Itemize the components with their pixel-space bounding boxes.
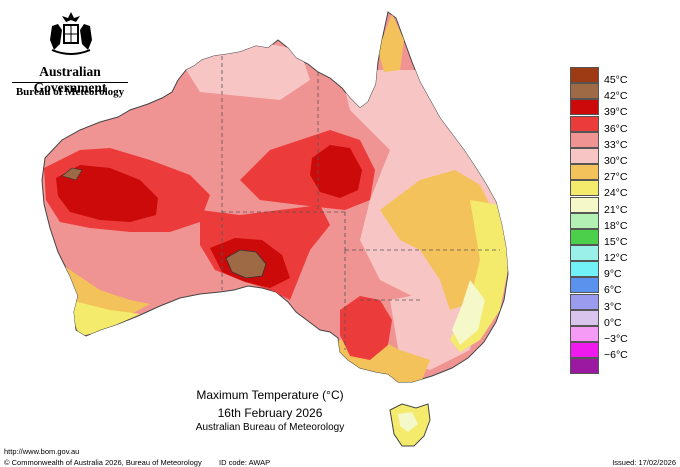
legend-label: 6°C <box>604 284 622 297</box>
legend-swatch <box>570 245 599 262</box>
legend-label: 18°C <box>604 219 628 232</box>
legend-label: 0°C <box>604 316 622 329</box>
legend-label: 39°C <box>604 106 628 119</box>
legend-swatch <box>570 164 599 181</box>
zone-36-vic <box>340 296 392 360</box>
legend-label: 27°C <box>604 171 628 184</box>
legend-swatch <box>570 99 599 116</box>
legend-swatch <box>570 196 599 213</box>
map-credit: Australian Bureau of Meteorology <box>195 422 345 433</box>
zone-27-wa-coast <box>42 250 150 330</box>
legend-swatch <box>570 67 599 83</box>
legend-label: 9°C <box>604 268 622 281</box>
legend-label: 15°C <box>604 235 628 248</box>
legend-label: 21°C <box>604 203 628 216</box>
legend-swatch <box>570 342 599 359</box>
legend-label: 12°C <box>604 252 628 265</box>
tasmania-highlands <box>398 412 418 432</box>
website-link[interactable]: http://www.bom.gov.au <box>4 447 80 456</box>
legend-swatch <box>570 147 599 164</box>
legend-label: 33°C <box>604 138 628 151</box>
legend-swatch <box>570 212 599 229</box>
legend-label: 42°C <box>604 90 628 103</box>
legend-swatch <box>570 293 599 310</box>
zone-42-wa <box>61 167 83 181</box>
legend-label: −3°C <box>604 333 628 345</box>
legend-swatch <box>570 358 599 375</box>
government-name: Australian Government <box>33 64 107 95</box>
legend-swatch <box>570 309 599 326</box>
zone-27-cape-york <box>378 14 404 72</box>
zone-21-highlands <box>452 280 485 345</box>
logo-divider <box>12 82 128 83</box>
nt-qld-heat-core <box>310 145 362 198</box>
legend-swatch <box>570 326 599 342</box>
copyright-text: © Commonwealth of Australia 2026, Bureau… <box>4 458 202 467</box>
zone-27-qld-coast <box>380 170 500 310</box>
id-code: ID code: AWAP <box>219 458 271 467</box>
legend-label: 45°C <box>604 74 628 86</box>
legend-label: 24°C <box>604 187 628 200</box>
map-date: 16th February 2026 <box>217 406 323 420</box>
zone-30-top-end <box>180 40 310 100</box>
coat-of-arms-icon <box>50 12 92 55</box>
state-borders <box>221 56 500 350</box>
legend-swatch <box>570 83 599 100</box>
issued-date: Issued: 17/02/2026 <box>612 458 676 467</box>
wa-north-heat-core <box>56 165 158 222</box>
legend-label: 30°C <box>604 154 628 167</box>
legend-swatch <box>570 228 599 245</box>
sa-heat-core <box>225 249 267 279</box>
zone-30-southeast <box>390 290 480 370</box>
government-logo: Australian Government Bureau of Meteorol… <box>8 10 132 100</box>
zone-24-sw-corner <box>70 300 140 336</box>
legend-swatch <box>570 277 599 294</box>
legend-label: −6°C <box>604 349 628 362</box>
map-title: Maximum Temperature (°C) <box>196 388 344 402</box>
legend-swatch <box>570 115 599 132</box>
legend-label: 3°C <box>604 300 622 313</box>
legend-swatch <box>570 261 599 278</box>
bureau-name: Bureau of Meteorology <box>15 86 125 98</box>
legend-swatch <box>570 180 599 197</box>
legend-swatch <box>570 131 599 148</box>
legend-label: 36°C <box>604 122 628 135</box>
